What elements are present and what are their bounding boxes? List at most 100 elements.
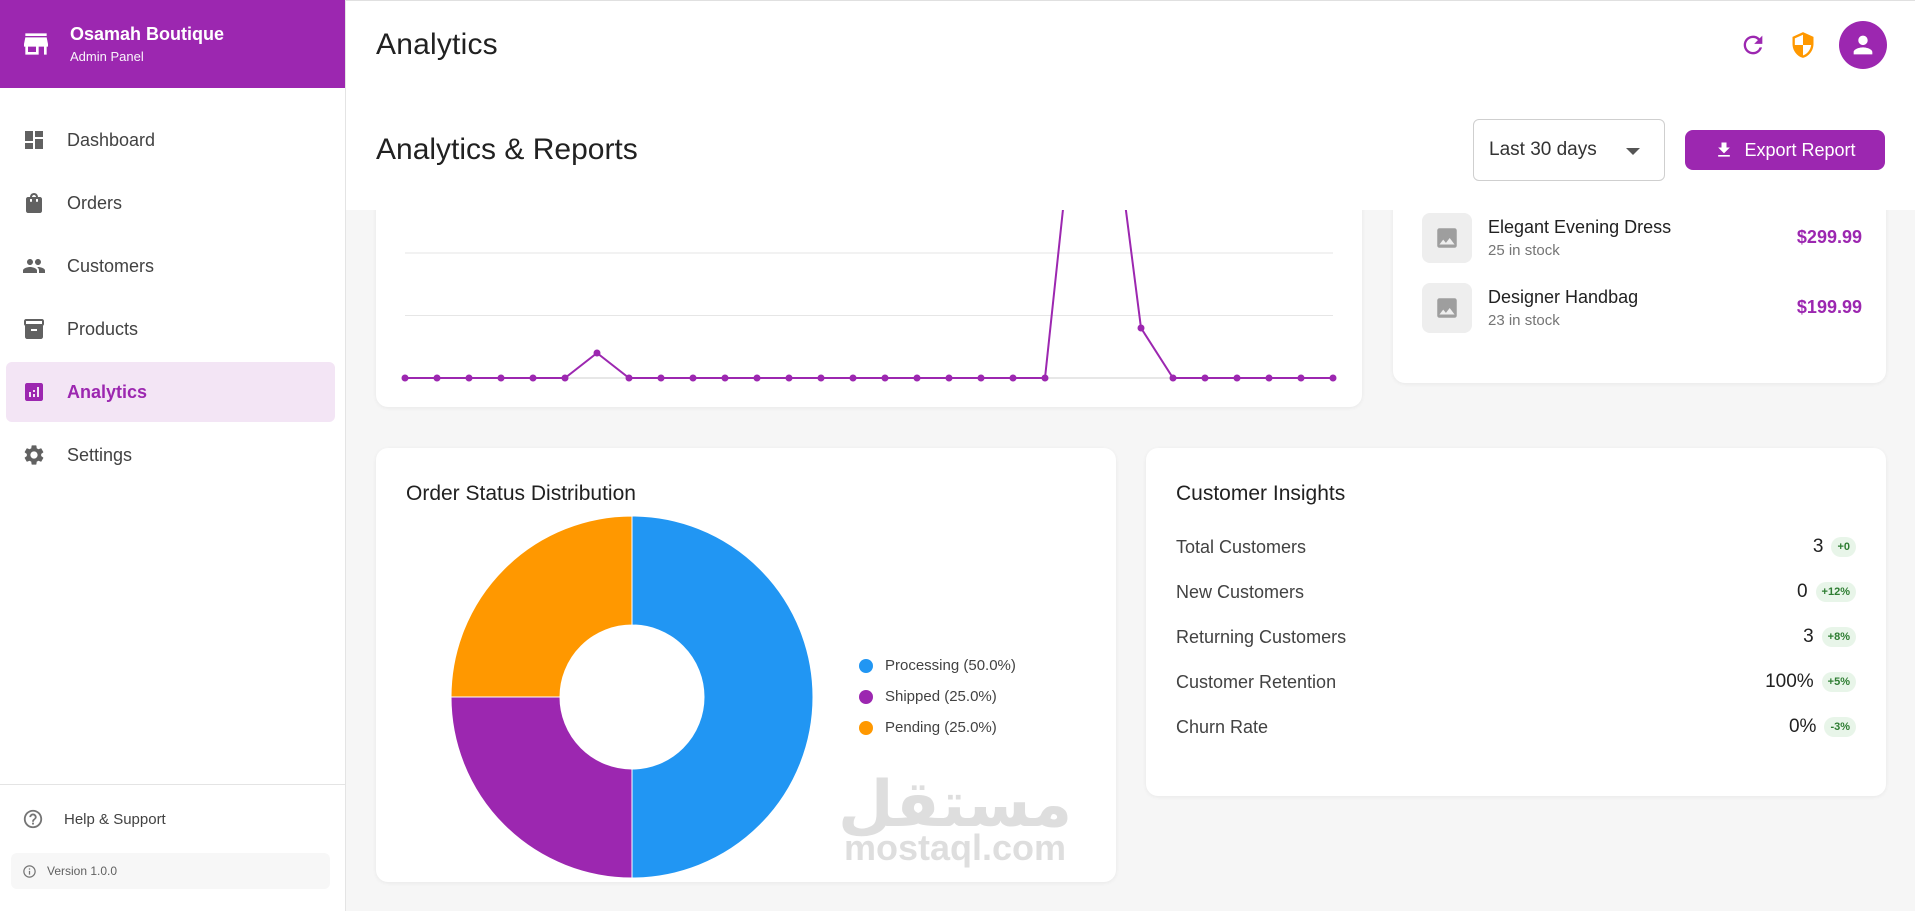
help-support-link[interactable]: Help & Support xyxy=(0,799,345,839)
product-thumbnail xyxy=(1422,283,1472,333)
data-point[interactable] xyxy=(881,374,889,382)
product-row[interactable]: Elegant Evening Dress 25 in stock $299.9… xyxy=(1422,213,1862,263)
data-point[interactable] xyxy=(945,374,953,382)
data-point[interactable] xyxy=(625,374,633,382)
donut-slice-pending[interactable] xyxy=(450,515,633,698)
refresh-icon xyxy=(1743,35,1763,55)
data-point[interactable] xyxy=(497,374,505,382)
insight-label: Returning Customers xyxy=(1176,626,1347,647)
sidebar-item-label: Dashboard xyxy=(67,129,156,150)
insight-change-badge: +5% xyxy=(1821,672,1856,692)
watermark: مستقل mostaql.com xyxy=(838,772,1072,866)
data-point[interactable] xyxy=(913,374,921,382)
data-point[interactable] xyxy=(977,374,985,382)
date-range-value: Last 30 days xyxy=(1489,139,1597,160)
insight-row-new-customers: New Customers 0 +12% xyxy=(1176,577,1856,607)
data-point[interactable] xyxy=(689,374,697,382)
store-icon xyxy=(24,33,48,55)
legend-item-pending[interactable]: Pending (25.0%) xyxy=(859,712,1016,743)
help-icon xyxy=(23,809,43,829)
insight-value: 0% xyxy=(1788,716,1817,737)
data-point[interactable] xyxy=(1009,374,1017,382)
order-status-title: Order Status Distribution xyxy=(406,482,636,505)
info-icon xyxy=(23,864,36,878)
data-point[interactable] xyxy=(593,349,601,357)
insight-value: 3 xyxy=(1803,626,1814,647)
top-products-card: Elegant Evening Dress 25 in stock $299.9… xyxy=(1393,180,1886,383)
export-report-button[interactable]: Export Report xyxy=(1685,130,1885,170)
legend-item-shipped[interactable]: Shipped (25.0%) xyxy=(859,681,1016,712)
brand-name: Osamah Boutique xyxy=(70,24,225,44)
legend-dot-pending xyxy=(859,720,873,735)
data-point[interactable] xyxy=(1233,374,1241,382)
insight-change-badge: -3% xyxy=(1824,717,1856,737)
sidebar-item-dashboard[interactable]: Dashboard xyxy=(6,110,335,170)
people-icon xyxy=(23,259,45,273)
legend-item-processing[interactable]: Processing (50.0%) xyxy=(859,650,1016,681)
legend-label: Shipped (25.0%) xyxy=(885,688,997,705)
data-point[interactable] xyxy=(1297,374,1305,382)
sidebar-item-customers[interactable]: Customers xyxy=(6,236,335,296)
insight-change-badge: +12% xyxy=(1815,582,1856,602)
donut-slice-shipped[interactable] xyxy=(450,696,633,879)
customer-insights-card: Customer Insights Total Customers 3 +0 Ne… xyxy=(1146,448,1886,796)
sidebar-nav: Dashboard Orders Customers Products Anal… xyxy=(0,88,345,485)
order-status-legend: Processing (50.0%) Shipped (25.0%) Pendi… xyxy=(859,650,1016,743)
sidebar: Osamah Boutique Admin Panel Dashboard Or… xyxy=(0,0,346,911)
data-point[interactable] xyxy=(1201,374,1209,382)
data-point[interactable] xyxy=(1137,324,1145,332)
sidebar-item-label: Customers xyxy=(67,255,155,276)
data-point[interactable] xyxy=(529,374,537,382)
data-point[interactable] xyxy=(561,374,569,382)
data-point[interactable] xyxy=(1041,374,1049,382)
data-point[interactable] xyxy=(1169,374,1177,382)
export-report-label: Export Report xyxy=(1744,139,1856,160)
data-point[interactable] xyxy=(1265,374,1273,382)
customer-insights-title: Customer Insights xyxy=(1176,482,1346,505)
analytics-icon xyxy=(25,383,43,401)
version-info: Version 1.0.0 xyxy=(11,853,330,889)
inventory-icon xyxy=(24,319,44,339)
insight-value: 100% xyxy=(1765,671,1814,692)
donut-slice-processing[interactable] xyxy=(631,515,814,879)
app-bar-title: Analytics xyxy=(376,27,498,61)
data-point[interactable] xyxy=(785,374,793,382)
legend-label: Processing (50.0%) xyxy=(885,657,1016,674)
data-point[interactable] xyxy=(817,374,825,382)
sidebar-item-products[interactable]: Products xyxy=(6,299,335,359)
data-point[interactable] xyxy=(1329,374,1337,382)
caret-down-icon xyxy=(1626,148,1640,155)
dashboard-icon xyxy=(25,131,43,149)
brand-subtitle: Admin Panel xyxy=(70,49,144,64)
shield-icon xyxy=(1792,32,1814,58)
insight-change-badge: +8% xyxy=(1821,627,1856,647)
order-status-card: Order Status Distribution Processing (50… xyxy=(376,448,1116,882)
watermark-latin: mostaql.com xyxy=(844,827,1067,868)
brand-header[interactable]: Osamah Boutique Admin Panel xyxy=(0,0,345,88)
gear-icon xyxy=(24,445,44,465)
image-icon xyxy=(1437,298,1457,318)
data-point[interactable] xyxy=(433,374,441,382)
data-point[interactable] xyxy=(849,374,857,382)
data-point[interactable] xyxy=(465,374,473,382)
product-name: Designer Handbag xyxy=(1488,287,1639,307)
product-row[interactable]: Designer Handbag 23 in stock $199.99 xyxy=(1422,283,1862,333)
order-status-donut-chart xyxy=(450,515,814,879)
product-stock: 23 in stock xyxy=(1488,312,1560,329)
data-point[interactable] xyxy=(657,374,665,382)
product-name: Elegant Evening Dress xyxy=(1488,217,1672,237)
insight-value: 3 xyxy=(1812,536,1824,557)
security-button[interactable] xyxy=(1789,31,1817,59)
sidebar-item-orders[interactable]: Orders xyxy=(6,173,335,233)
insight-label: New Customers xyxy=(1176,581,1305,602)
user-avatar-button[interactable] xyxy=(1839,21,1887,69)
sidebar-item-settings[interactable]: Settings xyxy=(6,425,335,485)
data-point[interactable] xyxy=(721,374,729,382)
date-range-select[interactable]: Last 30 days xyxy=(1473,119,1665,181)
data-point[interactable] xyxy=(753,374,761,382)
data-point[interactable] xyxy=(401,374,409,382)
sidebar-item-label: Settings xyxy=(67,444,133,465)
sidebar-item-analytics[interactable]: Analytics xyxy=(6,362,335,422)
insight-change-badge: +0 xyxy=(1831,537,1856,557)
refresh-button[interactable] xyxy=(1739,31,1767,59)
